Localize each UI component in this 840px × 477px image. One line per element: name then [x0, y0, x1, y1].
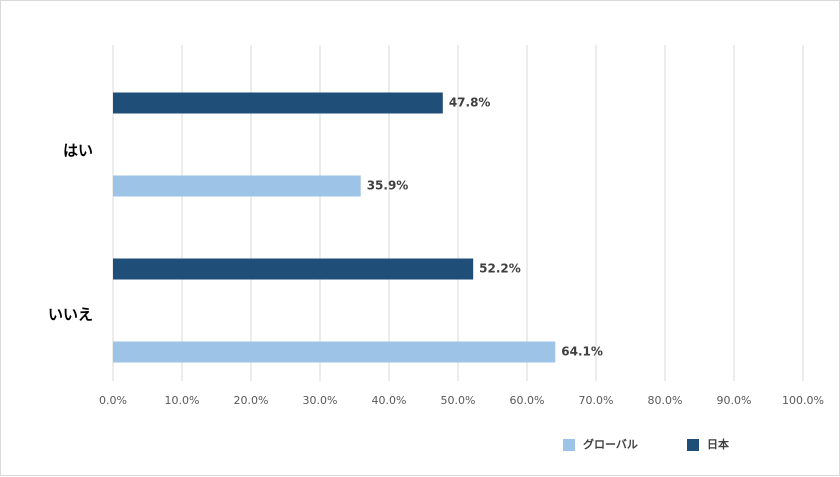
bar: [113, 341, 556, 363]
x-tick-label: 10.0%: [165, 394, 200, 407]
data-label: 64.1%: [561, 345, 603, 359]
x-tick-label: 70.0%: [579, 394, 614, 407]
category-label: いいえ: [48, 306, 93, 324]
x-tick-label: 30.0%: [303, 394, 338, 407]
bar: [113, 175, 361, 197]
legend-swatch: [563, 439, 575, 451]
x-tick-label: 80.0%: [648, 394, 683, 407]
bar: [113, 92, 443, 114]
x-tick-label: 60.0%: [510, 394, 545, 407]
data-label: 35.9%: [367, 179, 409, 193]
category-label: はい: [63, 142, 93, 160]
x-tick-label: 100.0%: [782, 394, 824, 407]
x-tick-label: 20.0%: [234, 394, 269, 407]
legend-label: 日本: [707, 437, 729, 451]
x-tick-label: 90.0%: [717, 394, 752, 407]
bar: [113, 258, 474, 280]
legend-label: グローバル: [583, 437, 638, 451]
data-label: 52.2%: [479, 262, 521, 276]
legend-swatch: [687, 439, 699, 451]
x-tick-label: 40.0%: [372, 394, 407, 407]
data-label: 47.8%: [449, 96, 491, 110]
x-tick-label: 50.0%: [441, 394, 476, 407]
x-tick-label: 0.0%: [99, 394, 127, 407]
